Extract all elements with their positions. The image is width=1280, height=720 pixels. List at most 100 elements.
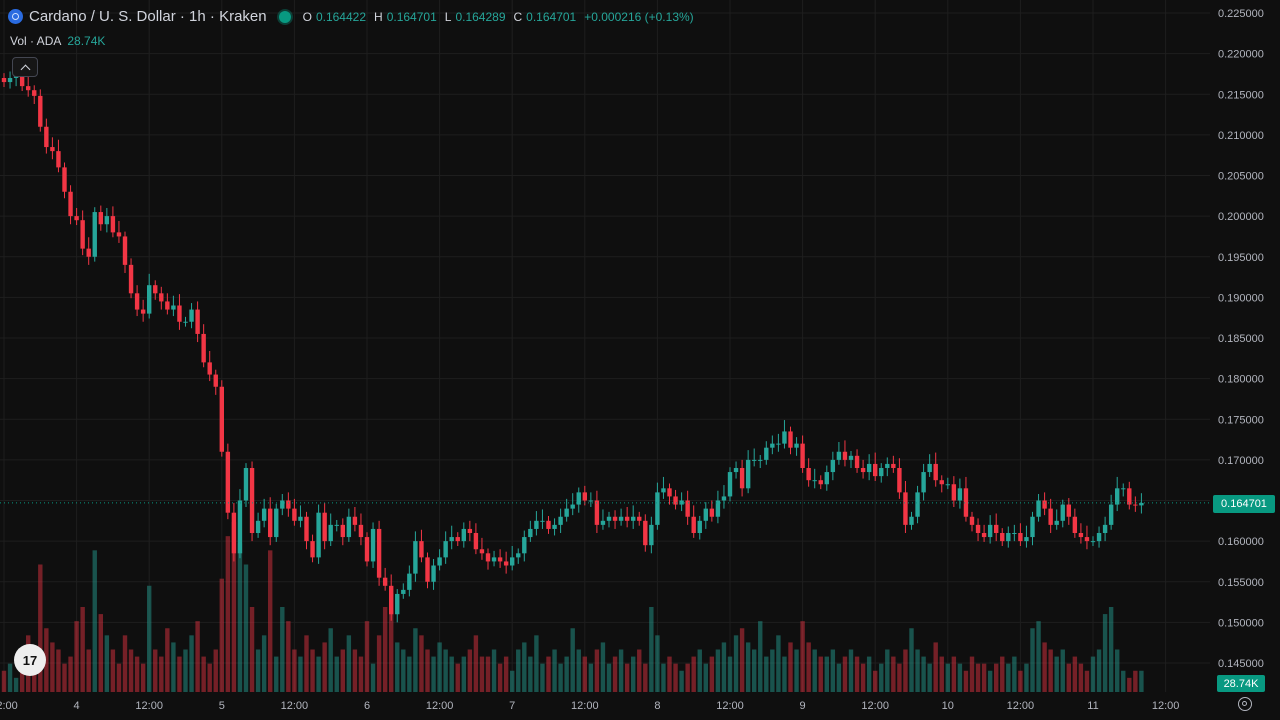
volume-bar <box>110 649 116 692</box>
volume-bar <box>213 649 218 692</box>
candle-body <box>987 524 993 538</box>
candle-body <box>104 216 110 225</box>
volume-bar <box>491 649 497 692</box>
candle-body <box>92 212 97 257</box>
candle-body <box>788 431 793 448</box>
candle-body <box>467 528 473 533</box>
candle-body <box>842 451 848 460</box>
volume-bar <box>1 670 7 692</box>
candle-body <box>534 520 539 529</box>
price-tick-label: 0.170000 <box>1218 455 1264 467</box>
tradingview-logo-icon[interactable]: 17 <box>14 644 46 676</box>
volume-bar <box>897 663 902 692</box>
candle-body <box>830 459 836 473</box>
candle-body <box>32 90 37 96</box>
volume-bar <box>98 614 103 692</box>
volume-bar <box>661 663 666 692</box>
volume-bar <box>655 635 660 692</box>
collapse-legend-button[interactable] <box>12 57 38 77</box>
volume-bar <box>963 670 969 692</box>
candle-body <box>927 463 932 473</box>
volume-bar <box>376 635 382 692</box>
candle-body <box>600 520 606 525</box>
volume-bar <box>1006 663 1011 692</box>
time-tick-label: 7 <box>509 700 515 712</box>
candle-body <box>981 533 987 538</box>
volume-bar <box>1090 656 1096 692</box>
volume-bar <box>969 656 975 692</box>
candle-body <box>885 463 890 468</box>
price-tick-label: 0.180000 <box>1218 374 1264 386</box>
candle-body <box>1006 533 1011 542</box>
volume-bar <box>382 607 388 692</box>
candle-body <box>1133 504 1138 506</box>
candle-body <box>685 500 690 517</box>
candle-body <box>1036 500 1041 517</box>
volume-bar <box>1102 614 1108 692</box>
volume-bar <box>62 663 67 692</box>
volume-bar <box>116 663 122 692</box>
candle-body <box>770 443 775 448</box>
volume-bar <box>624 663 630 692</box>
candle-body <box>782 431 787 444</box>
volume-bar <box>564 656 569 692</box>
candle-body <box>292 508 297 521</box>
volume-bar <box>473 635 479 692</box>
volume-bar <box>1115 649 1120 692</box>
volume-bar <box>1036 621 1041 692</box>
candle-body <box>933 463 938 481</box>
market-status-icon[interactable] <box>278 10 291 23</box>
volume-bar <box>443 649 448 692</box>
volume-bar <box>854 656 860 692</box>
volume-bar <box>13 677 19 692</box>
volume-bars <box>1 522 1144 692</box>
volume-bar <box>449 656 454 692</box>
candle-body <box>812 480 817 482</box>
candle-body <box>879 468 884 477</box>
volume-bar <box>685 663 690 692</box>
volume-bar <box>364 621 370 692</box>
volume-bar <box>546 656 551 692</box>
symbol-legend[interactable]: Cardano / U. S. Dollar · 1h · Kraken O 0.… <box>8 8 698 25</box>
candle-body <box>860 468 866 473</box>
volume-bar <box>177 656 182 692</box>
volume-bar <box>104 635 110 692</box>
candle-body <box>358 524 364 538</box>
candle-body <box>443 541 448 558</box>
symbol-title[interactable]: Cardano / U. S. Dollar · 1h · Kraken <box>29 8 267 25</box>
volume-bar <box>528 656 533 692</box>
candle-body <box>891 463 896 468</box>
candle-body <box>207 362 212 375</box>
volume-bar <box>485 656 491 692</box>
volume-bar <box>352 649 358 692</box>
volume-bar <box>733 635 739 692</box>
open-label: O <box>302 9 312 24</box>
volume-bar <box>745 642 751 692</box>
candle-body <box>473 533 479 550</box>
candle-body <box>503 561 509 566</box>
candle-body <box>316 512 321 558</box>
low-label: L <box>444 9 452 24</box>
volume-bar <box>455 663 460 692</box>
candle-body <box>110 216 116 233</box>
price-axis[interactable]: 0.225000 0.220000 0.215000 0.210000 0.205000… <box>1218 8 1264 670</box>
candle-body <box>1102 524 1108 533</box>
candle-body <box>213 374 218 387</box>
candle-body <box>824 472 829 485</box>
volume-bar <box>358 656 364 692</box>
price-tick-label: 0.145000 <box>1218 658 1264 670</box>
time-axis[interactable]: 12:00 4 12:00 5 12:00 6 12:00 7 12:00 8 12:00 9 12:0… <box>0 700 1179 712</box>
volume-bar <box>134 656 140 692</box>
volume-legend[interactable]: Vol · ADA 28.74K <box>10 34 105 48</box>
candle-body <box>1030 516 1035 538</box>
volume-bar <box>516 649 521 692</box>
candle-body <box>189 309 194 322</box>
volume-bar <box>933 642 938 692</box>
volume-bar <box>231 522 237 692</box>
candle-body <box>497 557 503 562</box>
settings-gear-icon[interactable] <box>1238 697 1252 711</box>
candle-body <box>183 321 188 323</box>
volume-label: Vol · ADA <box>10 34 62 48</box>
candle-body <box>582 492 587 501</box>
